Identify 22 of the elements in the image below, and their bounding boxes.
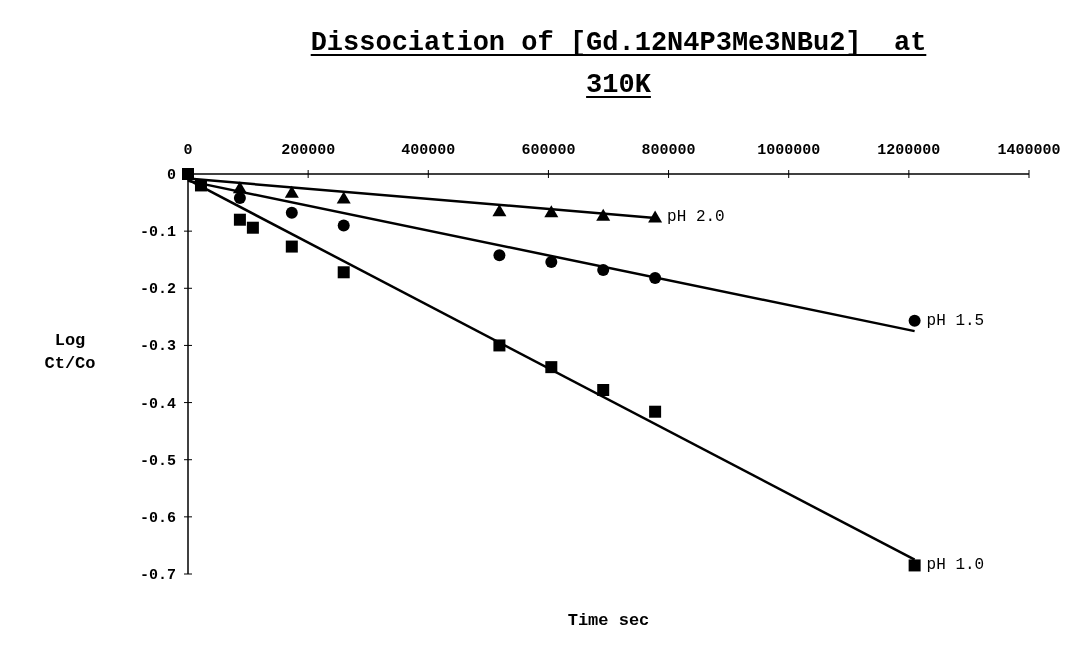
y-tick-label: -0.7 [139,567,176,584]
series-label: pH 1.5 [926,311,985,330]
x-tick-label: 600000 [521,142,576,159]
y-tick-label: -0.2 [139,281,176,299]
y-tick-label: -0.4 [139,395,176,413]
x-tick-label: 1400000 [997,142,1061,159]
series-label: pH 2.0 [667,208,725,227]
y-tick-label: -0.3 [139,338,176,356]
y-tick-label: -0.6 [139,509,176,527]
series-label: pH 1.0 [926,556,985,575]
x-axis-title: Time sec [567,611,650,630]
y-tick-label: 0 [166,167,176,184]
x-tick-label: 800000 [641,142,696,159]
y-tick-label: -0.1 [139,224,176,242]
x-tick-label: 1200000 [877,142,941,159]
x-tick-label: 200000 [281,142,336,159]
chart-title: Dissociation of [Gd.12N4P3Me3NBu2] at 310K [310,28,927,100]
x-tick-label: 400000 [401,142,456,159]
x-tick-label: 0 [183,142,193,159]
y-tick-label: -0.5 [139,452,176,470]
x-tick-label: 1000000 [757,142,821,159]
y-axis-title: Log Ct/Co [44,331,96,373]
